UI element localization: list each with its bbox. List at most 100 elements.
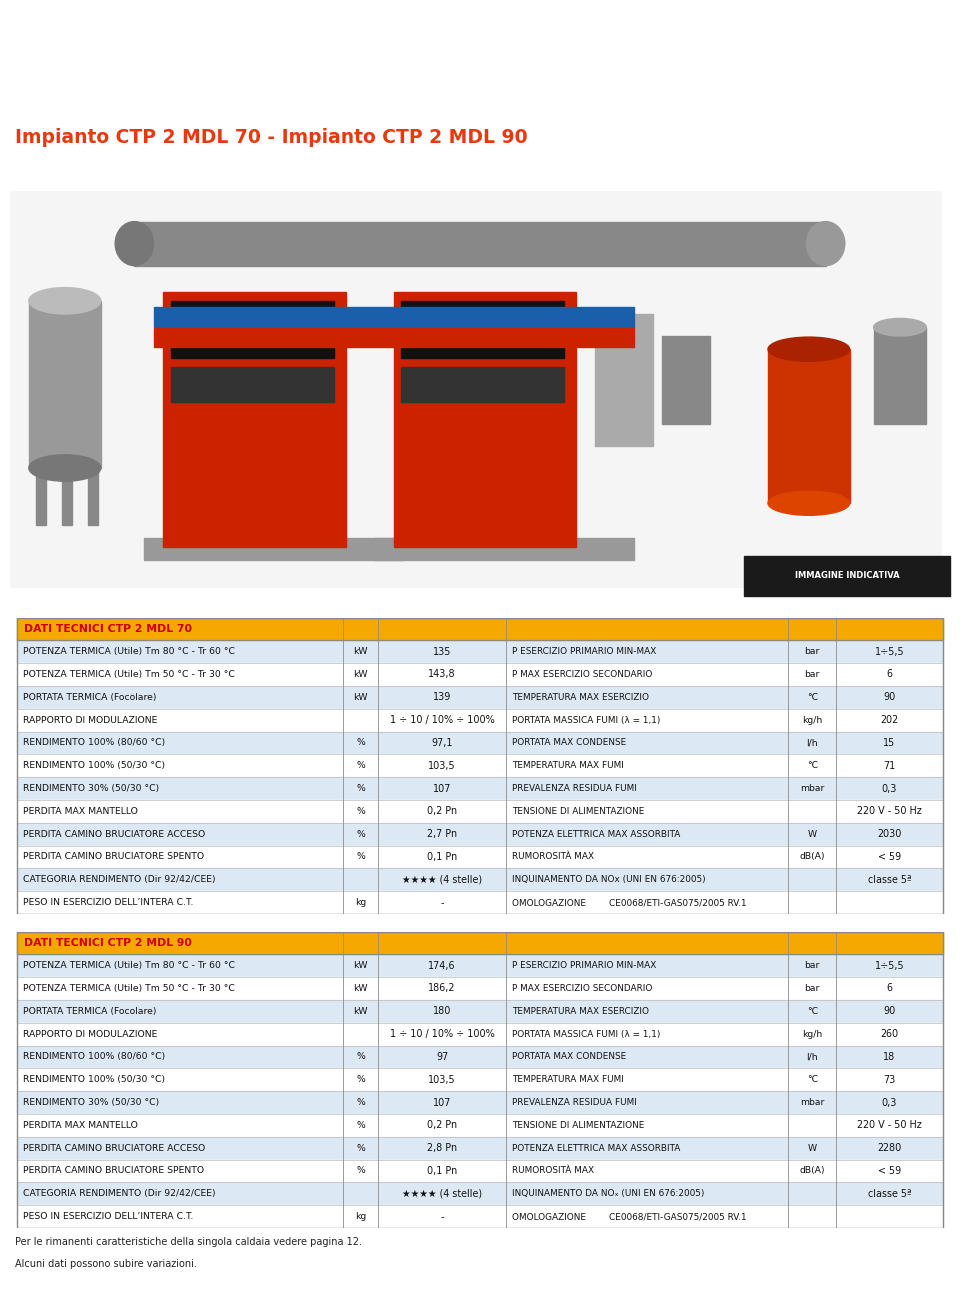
Bar (62, 464, 72, 526)
Text: kW: kW (353, 670, 368, 679)
Bar (144, 539, 403, 560)
Ellipse shape (768, 338, 850, 361)
Text: PERDITA CAMINO BRUCIATORE ACCESO: PERDITA CAMINO BRUCIATORE ACCESO (23, 829, 205, 838)
Text: IMMAGINE INDICATIVA: IMMAGINE INDICATIVA (795, 572, 900, 581)
Bar (171, 367, 334, 402)
Text: 220 V - 50 Hz: 220 V - 50 Hz (857, 1121, 922, 1130)
Text: CATEGORIA RENDIMENTO (Dir 92/42/CEE): CATEGORIA RENDIMENTO (Dir 92/42/CEE) (23, 875, 216, 884)
Bar (768, 350, 850, 503)
Text: %: % (356, 1099, 365, 1106)
Text: 0,3: 0,3 (882, 783, 898, 794)
Text: TEMPERATURA MAX ESERCIZIO: TEMPERATURA MAX ESERCIZIO (512, 692, 649, 702)
Text: 73: 73 (883, 1075, 896, 1085)
Bar (17, 1137, 943, 1159)
Bar (171, 301, 334, 357)
Bar (394, 292, 576, 547)
Text: PREVALENZA RESIDUA FUMI: PREVALENZA RESIDUA FUMI (512, 1099, 636, 1106)
Text: %: % (356, 807, 365, 816)
Text: °C: °C (806, 692, 818, 702)
Text: 174,6: 174,6 (428, 961, 456, 971)
Text: mbar: mbar (800, 1099, 825, 1106)
Text: classe 5ª: classe 5ª (868, 875, 911, 884)
Text: 2280: 2280 (877, 1143, 901, 1154)
Text: PORTATA MASSICA FUMI (λ = 1,1): PORTATA MASSICA FUMI (λ = 1,1) (512, 1030, 660, 1038)
Text: PESO IN ESERCIZIO DELL’INTERA C.T.: PESO IN ESERCIZIO DELL’INTERA C.T. (23, 1212, 193, 1221)
Ellipse shape (115, 222, 154, 265)
Text: bar: bar (804, 648, 820, 656)
Text: kW: kW (353, 984, 368, 993)
Text: kW: kW (353, 961, 368, 970)
Bar (874, 327, 926, 424)
Text: Impianto CTP 2 MDL 70 - Impianto CTP 2 MDL 90: Impianto CTP 2 MDL 70 - Impianto CTP 2 M… (15, 127, 528, 147)
Text: P ESERCIZIO PRIMARIO MIN-MAX: P ESERCIZIO PRIMARIO MIN-MAX (512, 961, 656, 970)
Bar (17, 1022, 943, 1046)
Text: 0,2 Pn: 0,2 Pn (427, 1121, 457, 1130)
Text: %: % (356, 1053, 365, 1062)
Bar (744, 556, 950, 595)
Bar (17, 664, 943, 686)
Text: RENDIMENTO 100% (80/60 °C): RENDIMENTO 100% (80/60 °C) (23, 1053, 165, 1062)
Bar (17, 1205, 943, 1229)
Text: kg: kg (355, 897, 367, 907)
Text: TEMPERATURA MAX FUMI: TEMPERATURA MAX FUMI (512, 1075, 624, 1084)
Text: RENDIMENTO 100% (80/60 °C): RENDIMENTO 100% (80/60 °C) (23, 738, 165, 748)
Ellipse shape (768, 491, 850, 515)
Text: RUMOROSITÀ MAX: RUMOROSITÀ MAX (512, 853, 594, 862)
Text: PERDITA MAX MANTELLO: PERDITA MAX MANTELLO (23, 807, 138, 816)
Text: CATEGORIA RENDIMENTO (Dir 92/42/CEE): CATEGORIA RENDIMENTO (Dir 92/42/CEE) (23, 1189, 216, 1198)
Text: PREASSEMBLATE: PREASSEMBLATE (15, 68, 300, 97)
Text: dB(A): dB(A) (800, 853, 825, 862)
Bar (17, 686, 943, 708)
Text: 0,1 Pn: 0,1 Pn (427, 851, 457, 862)
Bar (254, 318, 326, 344)
Text: -: - (441, 897, 444, 908)
Text: RENDIMENTO 100% (50/30 °C): RENDIMENTO 100% (50/30 °C) (23, 1075, 165, 1084)
Text: TEMPERATURA MAX ESERCIZIO: TEMPERATURA MAX ESERCIZIO (512, 1007, 649, 1016)
Text: dB(A): dB(A) (800, 1167, 825, 1176)
Bar (401, 367, 564, 402)
Bar (88, 464, 98, 526)
Text: W: W (807, 1143, 817, 1152)
Bar (595, 314, 653, 445)
Text: kg: kg (355, 1212, 367, 1221)
Bar (163, 292, 346, 547)
Bar (17, 800, 943, 823)
Text: 97: 97 (436, 1053, 448, 1062)
Bar (17, 1068, 943, 1091)
Text: TENSIONE DI ALIMENTAZIONE: TENSIONE DI ALIMENTAZIONE (512, 807, 644, 816)
Text: %: % (356, 1075, 365, 1084)
Text: INQUINAMENTO DA NOx (UNI EN 676:2005): INQUINAMENTO DA NOx (UNI EN 676:2005) (512, 875, 706, 884)
Text: 97,1: 97,1 (431, 738, 453, 748)
Text: PORTATA MAX CONDENSE: PORTATA MAX CONDENSE (512, 1053, 626, 1062)
Text: RENDIMENTO 30% (50/30 °C): RENDIMENTO 30% (50/30 °C) (23, 784, 159, 794)
Text: 1 ÷ 10 / 10% ÷ 100%: 1 ÷ 10 / 10% ÷ 100% (390, 715, 494, 725)
Ellipse shape (29, 455, 101, 481)
Text: °C: °C (806, 1007, 818, 1016)
Text: 103,5: 103,5 (428, 761, 456, 771)
Text: 6: 6 (886, 983, 893, 993)
Text: RENDIMENTO 100% (50/30 °C): RENDIMENTO 100% (50/30 °C) (23, 761, 165, 770)
Text: -: - (441, 1212, 444, 1222)
Text: l/h: l/h (806, 1053, 818, 1062)
Text: W: W (807, 829, 817, 838)
Bar (17, 1091, 943, 1114)
Ellipse shape (806, 222, 845, 265)
Text: %: % (356, 1167, 365, 1176)
Text: 143,8: 143,8 (428, 669, 456, 679)
Text: %: % (356, 738, 365, 748)
Text: CENTRALI TERMICHE A CONDENSAZIONE: CENTRALI TERMICHE A CONDENSAZIONE (15, 16, 697, 45)
Text: PESO IN ESERCIZIO DELL’INTERA C.T.: PESO IN ESERCIZIO DELL’INTERA C.T. (23, 897, 193, 907)
Text: 139: 139 (433, 692, 451, 702)
Text: 2,8 Pn: 2,8 Pn (427, 1143, 457, 1154)
Text: 1÷5,5: 1÷5,5 (875, 646, 904, 657)
Text: 71: 71 (883, 761, 896, 771)
Text: 1÷5,5: 1÷5,5 (875, 961, 904, 971)
Text: PORTATA MAX CONDENSE: PORTATA MAX CONDENSE (512, 738, 626, 748)
Text: P ESERCIZIO PRIMARIO MIN-MAX: P ESERCIZIO PRIMARIO MIN-MAX (512, 648, 656, 656)
Bar (17, 932, 943, 954)
Text: 135: 135 (433, 646, 451, 657)
Text: RAPPORTO DI MODULAZIONE: RAPPORTO DI MODULAZIONE (23, 716, 157, 724)
Text: POTENZA TERMICA (Utile) Tm 80 °C - Tr 60 °C: POTENZA TERMICA (Utile) Tm 80 °C - Tr 60… (23, 648, 235, 656)
Text: 18: 18 (883, 1053, 896, 1062)
Bar (17, 932, 943, 954)
